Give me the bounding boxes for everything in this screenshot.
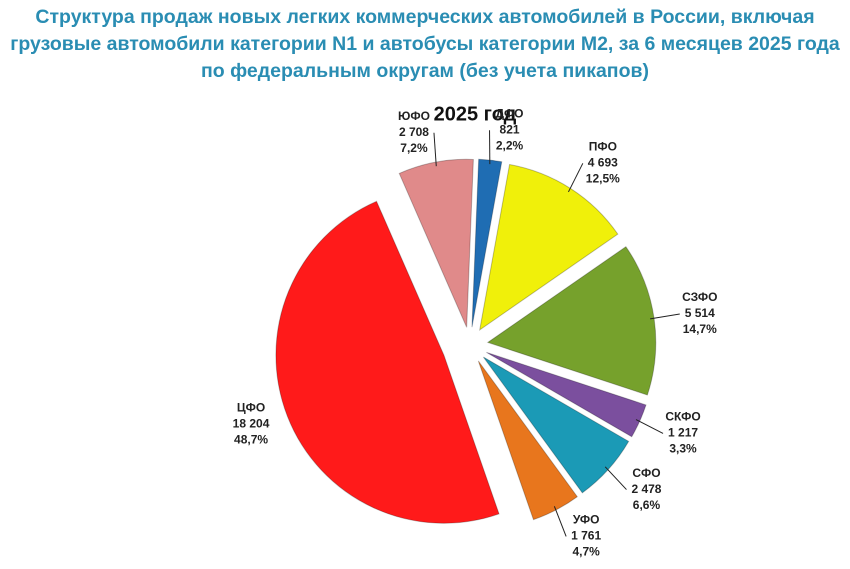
- value-label: 7,2%: [400, 141, 428, 155]
- value-label: 48,7%: [234, 433, 268, 447]
- slice-label: ЮФО: [398, 109, 430, 123]
- count-label: 4 693: [588, 155, 618, 169]
- value-label: 14,7%: [683, 322, 717, 336]
- pie-slice: [275, 200, 500, 524]
- chart-subtitle: 2025 год: [434, 103, 517, 125]
- leader-line: [604, 466, 627, 490]
- value-label: 12,5%: [586, 171, 620, 185]
- count-label: 821: [500, 122, 520, 136]
- leader-line: [567, 163, 584, 193]
- slice-label: ПФО: [589, 139, 617, 153]
- slice-label: СЗФО: [682, 290, 717, 304]
- leader-line: [433, 132, 437, 167]
- count-label: 2 478: [631, 482, 661, 496]
- count-label: 18 204: [233, 417, 270, 431]
- value-label: 3,3%: [669, 442, 697, 456]
- value-label: 4,7%: [572, 545, 600, 559]
- value-label: 2,2%: [496, 138, 524, 152]
- slice-label: ЦФО: [237, 401, 265, 415]
- slice-label: СКФО: [665, 410, 700, 424]
- slice-label: СФО: [632, 466, 660, 480]
- slice-label: ДФО: [496, 106, 524, 120]
- count-label: 1 761: [571, 529, 601, 543]
- leader-line: [650, 313, 680, 320]
- count-label: 5 514: [685, 306, 715, 320]
- leader-line: [553, 506, 567, 537]
- slice-label: УФО: [573, 513, 600, 527]
- count-label: 2 708: [399, 125, 429, 139]
- value-label: 6,6%: [633, 498, 661, 512]
- chart-title: Структура продаж новых легких коммерческ…: [10, 6, 840, 82]
- leader-line: [635, 419, 664, 434]
- count-label: 1 217: [668, 426, 698, 440]
